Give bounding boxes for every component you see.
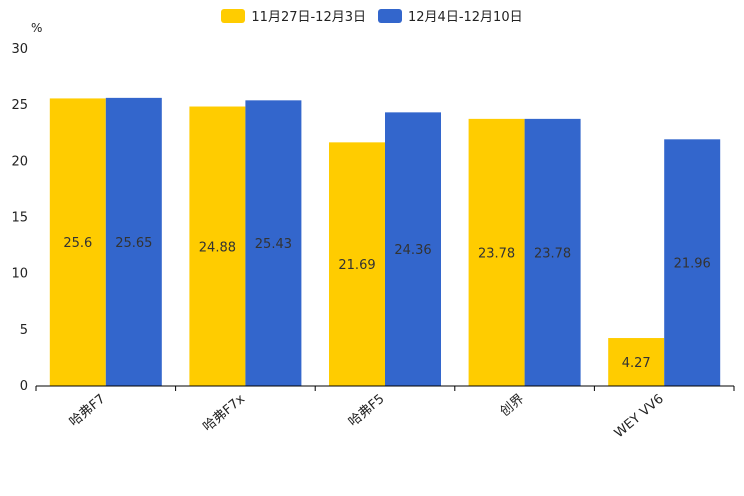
x-tick-label-0: 哈弗F7 bbox=[67, 392, 109, 430]
bar-value-label-s2-0: 25.65 bbox=[115, 236, 152, 251]
x-tick-label-4: WEY VV6 bbox=[612, 392, 667, 442]
bar-value-label-s2-2: 24.36 bbox=[394, 243, 431, 258]
y-tick-label-2: 10 bbox=[11, 267, 28, 282]
bar-value-label-s2-4: 21.96 bbox=[674, 257, 711, 272]
bar-s1-4[interactable] bbox=[608, 338, 665, 386]
bar-s1-0[interactable] bbox=[49, 98, 106, 386]
x-tick-label-2: 哈弗F5 bbox=[346, 392, 388, 430]
y-tick-label-3: 15 bbox=[11, 211, 28, 226]
bar-s2-1[interactable] bbox=[245, 100, 302, 386]
legend-label-series-1: 11月27日-12月3日 bbox=[251, 10, 366, 25]
legend-item-series-2[interactable]: 12月4日-12月10日 bbox=[378, 6, 523, 25]
bar-value-label-s1-0: 25.6 bbox=[63, 236, 92, 251]
legend-swatch-series-2 bbox=[378, 8, 402, 23]
bar-s2-0[interactable] bbox=[105, 97, 162, 387]
bar-s1-2[interactable] bbox=[329, 142, 385, 386]
y-tick-label-5: 25 bbox=[11, 98, 28, 113]
y-tick-label-4: 20 bbox=[11, 154, 28, 169]
bar-s2-2[interactable] bbox=[385, 112, 441, 386]
bar-s1-3[interactable] bbox=[468, 118, 525, 386]
legend-item-series-1[interactable]: 11月27日-12月3日 bbox=[221, 6, 366, 25]
bar-value-label-s1-3: 23.78 bbox=[478, 246, 515, 261]
y-tick-label-1: 5 bbox=[20, 323, 28, 338]
bar-s2-4[interactable] bbox=[664, 139, 721, 386]
legend-swatch-series-1 bbox=[221, 8, 246, 23]
bar-value-label-s2-1: 25.43 bbox=[255, 237, 292, 252]
bar-s1-1[interactable] bbox=[189, 106, 246, 387]
bar-value-label-s1-1: 24.88 bbox=[199, 240, 236, 255]
x-tick-label-3: 创界 bbox=[498, 392, 528, 420]
y-axis-unit-label: % bbox=[31, 21, 43, 35]
y-tick-label-6: 30 bbox=[11, 42, 28, 57]
x-tick-label-1: 哈弗F7x bbox=[200, 391, 248, 434]
bar-value-label-s1-4: 4.27 bbox=[622, 356, 651, 371]
legend: 11月27日-12月3日 12月4日-12月10日 bbox=[0, 6, 744, 25]
bar-s2-3[interactable] bbox=[524, 118, 581, 386]
bar-value-label-s2-3: 23.78 bbox=[534, 246, 571, 261]
y-tick-label-0: 0 bbox=[20, 379, 28, 394]
legend-label-series-2: 12月4日-12月10日 bbox=[408, 10, 523, 25]
bar-value-label-s1-2: 21.69 bbox=[338, 258, 375, 273]
